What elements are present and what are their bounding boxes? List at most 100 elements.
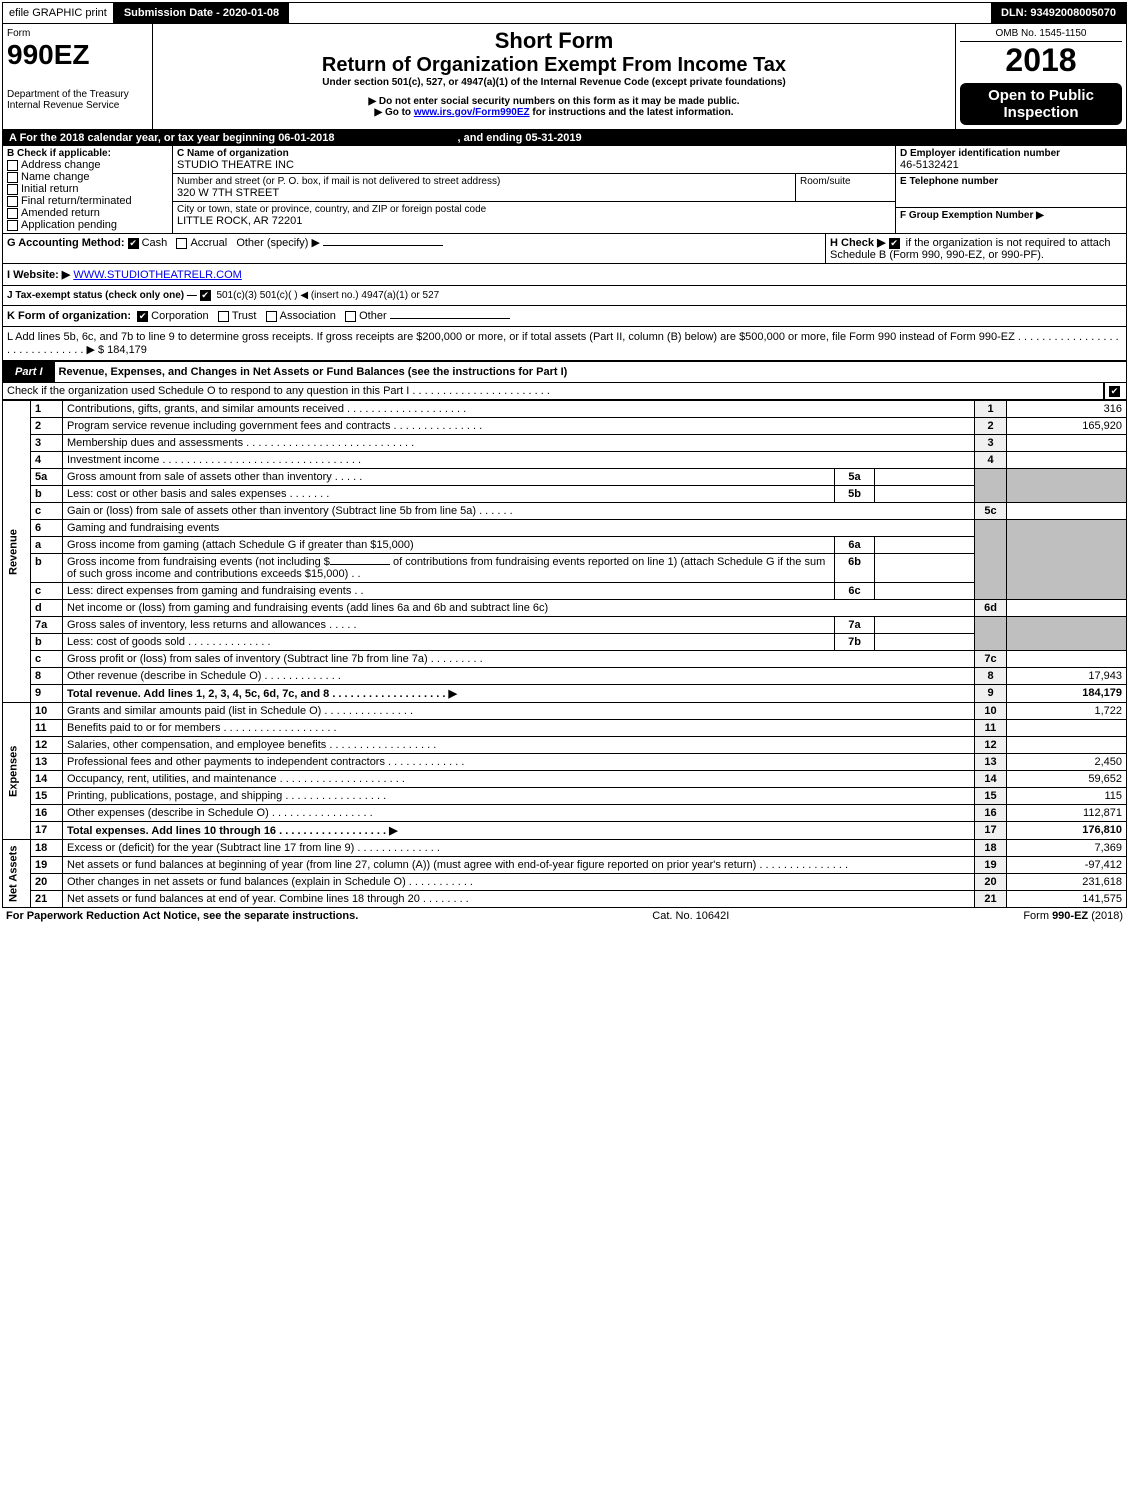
lines-table: Revenue 1 Contributions, gifts, grants, … bbox=[2, 400, 1127, 908]
line-g: G Accounting Method: ✔Cash Accrual Other… bbox=[3, 234, 826, 263]
city-label: City or town, state or province, country… bbox=[177, 204, 891, 215]
line-k: K Form of organization: ✔Corporation Tru… bbox=[2, 306, 1127, 327]
b-amended[interactable]: Amended return bbox=[7, 207, 168, 219]
table-row: 9Total revenue. Add lines 1, 2, 3, 4, 5c… bbox=[3, 685, 1127, 703]
efile-print[interactable]: efile GRAPHIC print bbox=[3, 3, 114, 23]
table-row: Expenses 10Grants and similar amounts pa… bbox=[3, 703, 1127, 720]
table-row: aGross income from gaming (attach Schedu… bbox=[3, 537, 1127, 554]
page-footer: For Paperwork Reduction Act Notice, see … bbox=[2, 908, 1127, 924]
checkbox-icon[interactable] bbox=[345, 311, 356, 322]
form-right: OMB No. 1545-1150 2018 Open to Public In… bbox=[956, 24, 1126, 129]
box-def: D Employer identification number 46-5132… bbox=[896, 146, 1126, 233]
table-row: 3Membership dues and assessments . . . .… bbox=[3, 435, 1127, 452]
form-page: efile GRAPHIC print Submission Date - 20… bbox=[0, 0, 1129, 926]
side-expenses: Expenses bbox=[3, 703, 31, 840]
check-filled-icon: ✔ bbox=[889, 238, 900, 249]
checkbox-icon[interactable] bbox=[7, 208, 18, 219]
table-row: 5aGross amount from sale of assets other… bbox=[3, 469, 1127, 486]
table-row: 19Net assets or fund balances at beginni… bbox=[3, 857, 1127, 874]
addr-label: Number and street (or P. O. box, if mail… bbox=[177, 176, 791, 187]
line-i: I Website: ▶ WWW.STUDIOTHEATRELR.COM bbox=[2, 264, 1127, 286]
box-b: B Check if applicable: Address change Na… bbox=[3, 146, 173, 233]
title-return: Return of Organization Exempt From Incom… bbox=[157, 54, 951, 77]
checkbox-icon[interactable] bbox=[266, 311, 277, 322]
table-row: 16Other expenses (describe in Schedule O… bbox=[3, 805, 1127, 822]
checkbox-icon[interactable] bbox=[218, 311, 229, 322]
amt-9: 184,179 bbox=[1007, 685, 1127, 703]
table-row: cGross profit or (loss) from sales of in… bbox=[3, 651, 1127, 668]
table-row: Net Assets 18Excess or (deficit) for the… bbox=[3, 840, 1127, 857]
b-addr-change[interactable]: Address change bbox=[7, 159, 168, 171]
gh-row: G Accounting Method: ✔Cash Accrual Other… bbox=[2, 234, 1127, 264]
table-row: 7aGross sales of inventory, less returns… bbox=[3, 617, 1127, 634]
amt-8: 17,943 bbox=[1007, 668, 1127, 685]
table-row: 21Net assets or fund balances at end of … bbox=[3, 891, 1127, 908]
irs-link[interactable]: www.irs.gov/Form990EZ bbox=[414, 107, 530, 118]
ein-label: D Employer identification number bbox=[900, 148, 1122, 159]
city-state-zip: LITTLE ROCK, AR 72201 bbox=[177, 215, 891, 227]
title-short-form: Short Form bbox=[157, 28, 951, 54]
submission-date: Submission Date - 2020-01-08 bbox=[114, 3, 289, 23]
b-name-change[interactable]: Name change bbox=[7, 171, 168, 183]
line-l: L Add lines 5b, 6c, and 7b to line 9 to … bbox=[2, 327, 1127, 361]
table-row: bLess: cost or other basis and sales exp… bbox=[3, 486, 1127, 503]
table-row: 17Total expenses. Add lines 10 through 1… bbox=[3, 822, 1127, 840]
form-number: 990EZ bbox=[7, 39, 148, 71]
dept-treasury: Department of the Treasury bbox=[7, 89, 148, 100]
checkbox-icon[interactable] bbox=[7, 220, 18, 231]
check-filled-icon: ✔ bbox=[137, 311, 148, 322]
part1-checkline: Check if the organization used Schedule … bbox=[2, 383, 1127, 400]
group-exempt-label: F Group Exemption Number ▶ bbox=[900, 210, 1122, 221]
form-mid: Short Form Return of Organization Exempt… bbox=[153, 24, 956, 129]
table-row: 2Program service revenue including gover… bbox=[3, 418, 1127, 435]
side-revenue: Revenue bbox=[3, 401, 31, 703]
table-row: 14Occupancy, rent, utilities, and mainte… bbox=[3, 771, 1127, 788]
ein-value: 46-5132421 bbox=[900, 159, 1122, 171]
b-pending[interactable]: Application pending bbox=[7, 219, 168, 231]
table-row: 11Benefits paid to or for members . . . … bbox=[3, 720, 1127, 737]
check-filled-icon: ✔ bbox=[200, 290, 211, 301]
part1-bar: Part I Revenue, Expenses, and Changes in… bbox=[2, 361, 1127, 383]
table-row: cLess: direct expenses from gaming and f… bbox=[3, 583, 1127, 600]
form-word: Form bbox=[7, 28, 148, 39]
goto-line: ▶ Go to www.irs.gov/Form990EZ for instru… bbox=[157, 107, 951, 118]
period-strip: A For the 2018 calendar year, or tax yea… bbox=[2, 130, 1127, 146]
c-name-label: C Name of organization bbox=[177, 148, 891, 159]
table-row: 12Salaries, other compensation, and empl… bbox=[3, 737, 1127, 754]
checkbox-icon[interactable] bbox=[7, 172, 18, 183]
part1-checkbox[interactable]: ✔ bbox=[1104, 383, 1126, 399]
table-row: 4Investment income . . . . . . . . . . .… bbox=[3, 452, 1127, 469]
table-row: 6Gaming and fundraising events bbox=[3, 520, 1127, 537]
b-final[interactable]: Final return/terminated bbox=[7, 195, 168, 207]
top-bar: efile GRAPHIC print Submission Date - 20… bbox=[2, 2, 1127, 24]
b-initial[interactable]: Initial return bbox=[7, 183, 168, 195]
checkbox-icon[interactable] bbox=[176, 238, 187, 249]
part1-title: Revenue, Expenses, and Changes in Net As… bbox=[55, 362, 1126, 382]
table-row: Revenue 1 Contributions, gifts, grants, … bbox=[3, 401, 1127, 418]
check-filled-icon: ✔ bbox=[1109, 386, 1120, 397]
line-h: H Check ▶ ✔ if the organization is not r… bbox=[826, 234, 1126, 263]
gross-receipts: 184,179 bbox=[107, 344, 147, 356]
amt-1: 316 bbox=[1007, 401, 1127, 418]
table-row: b Gross income from fundraising events (… bbox=[3, 554, 1127, 583]
cat-no: Cat. No. 10642I bbox=[652, 910, 729, 922]
open-public: Open to Public Inspection bbox=[960, 83, 1122, 125]
table-row: bLess: cost of goods sold . . . . . . . … bbox=[3, 634, 1127, 651]
table-row: 20Other changes in net assets or fund ba… bbox=[3, 874, 1127, 891]
website-link[interactable]: WWW.STUDIOTHEATRELR.COM bbox=[73, 269, 241, 281]
dln: DLN: 93492008005070 bbox=[991, 3, 1126, 23]
check-filled-icon: ✔ bbox=[128, 238, 139, 249]
efile-label: efile GRAPHIC print bbox=[9, 7, 107, 19]
checkbox-icon[interactable] bbox=[7, 184, 18, 195]
form-left: Form 990EZ Department of the Treasury In… bbox=[3, 24, 153, 129]
room-suite-label: Room/suite bbox=[795, 174, 895, 201]
part1-tab: Part I bbox=[3, 362, 55, 382]
org-name: STUDIO THEATRE INC bbox=[177, 159, 891, 171]
omb: OMB No. 1545-1150 bbox=[960, 28, 1122, 42]
street-address: 320 W 7TH STREET bbox=[177, 187, 791, 199]
checkbox-icon[interactable] bbox=[7, 196, 18, 207]
table-row: 13Professional fees and other payments t… bbox=[3, 754, 1127, 771]
paperwork-notice: For Paperwork Reduction Act Notice, see … bbox=[6, 910, 358, 922]
table-row: 15Printing, publications, postage, and s… bbox=[3, 788, 1127, 805]
checkbox-icon[interactable] bbox=[7, 160, 18, 171]
